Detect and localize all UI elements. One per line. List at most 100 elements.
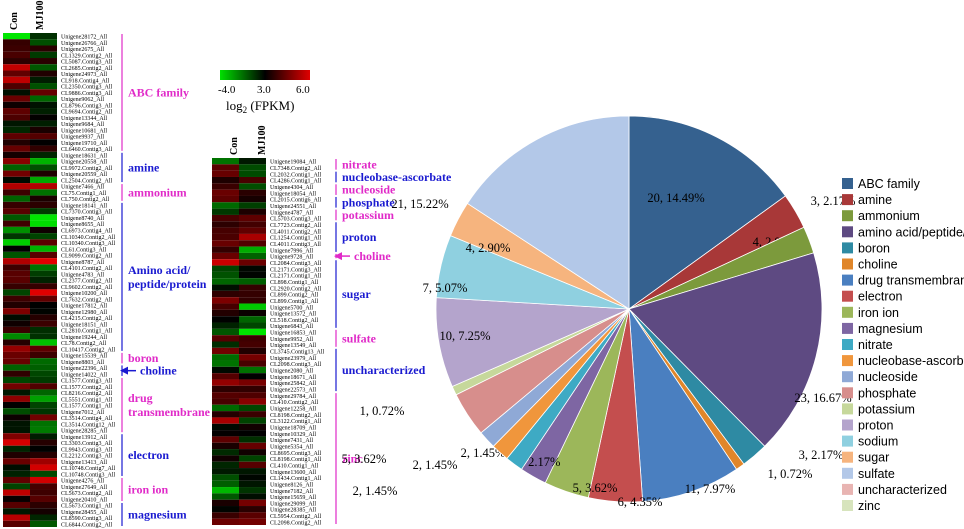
hm-left-cell — [30, 214, 57, 221]
hm-right-gene-label: CL4011.Contig3_All — [270, 242, 321, 248]
hm-left-cell — [30, 70, 57, 77]
hm-left-gene-label: Unigene26766_All — [61, 41, 107, 47]
hm-right-group-label: uncharacterized — [342, 363, 426, 377]
hm-left-cell — [30, 426, 57, 434]
hm-right-gene-label: Unigene4304_All — [270, 185, 313, 191]
legend-item: electron — [858, 290, 903, 304]
hm-left-cell — [3, 433, 30, 440]
legend-swatch — [842, 274, 853, 286]
hm-right-group-label: nucleobase-ascorbate — [342, 170, 452, 184]
pie-data-label: 23, 16.67% — [794, 391, 851, 405]
hm-left-cell — [30, 514, 57, 521]
hm-left-cell — [3, 520, 30, 527]
hm-left-gene-label: CL9694.Contig2_All — [61, 110, 113, 116]
hm-right-cell — [239, 170, 266, 177]
hm-right-gene-label: CL2098.Contig3_All — [270, 362, 322, 368]
hm-right-cell — [239, 176, 266, 184]
hm-right-cell — [212, 379, 239, 386]
hm-left-cell — [3, 201, 30, 209]
hm-left-cell — [30, 139, 57, 146]
hm-right-cell — [239, 189, 266, 196]
hm-right-cell — [239, 385, 266, 393]
hm-left-cell — [3, 351, 30, 359]
hm-left-gene-label: Unigene15539_All — [61, 354, 107, 360]
hm-left-cell — [3, 451, 30, 459]
hm-left-cell — [3, 289, 30, 296]
hm-left-cell — [30, 270, 57, 277]
hm-left-cell — [3, 195, 30, 202]
hm-right-gene-label: Unigene29784_All — [270, 394, 316, 400]
hm-left-cell — [30, 351, 57, 359]
hm-left-cell — [30, 164, 57, 171]
legend-item: magnesium — [858, 322, 923, 336]
hm-left-cell — [3, 139, 30, 146]
col-header-con-right: Con — [229, 137, 240, 155]
scale-mid-label: 3.0 — [257, 84, 271, 96]
hm-left-gene-label: CL2504.Contig2_All — [61, 178, 113, 184]
hm-right-cell — [212, 259, 239, 266]
hm-right-cell — [212, 176, 239, 184]
hm-left-cell — [30, 320, 57, 327]
hm-left-gene-label: CL750.Contig2_All — [61, 197, 110, 203]
hm-left-cell — [30, 333, 57, 340]
hm-left-cell — [3, 226, 30, 234]
hm-right-cell — [239, 341, 266, 348]
hm-left-cell — [3, 364, 30, 371]
legend-item: boron — [858, 241, 890, 255]
hm-left-cell — [3, 345, 30, 352]
hm-left-cell — [30, 239, 57, 246]
hm-left-cell — [3, 233, 30, 240]
hm-left-gene-label: Unigene18631_All — [61, 153, 107, 159]
hm-left-cell — [30, 283, 57, 290]
hm-left-choline-arrow-icon — [120, 366, 128, 375]
hm-right-cell — [239, 430, 266, 437]
hm-left-cell — [30, 208, 57, 215]
hm-right-gene-label: CL1254.Contig1_All — [270, 236, 322, 242]
hm-left-gene-label: CL6460.Contig3_All — [61, 147, 113, 153]
legend-swatch — [842, 178, 853, 189]
heatmap-left: Unigene28172_AllUnigene26766_AllUnigene2… — [3, 33, 211, 528]
hm-right-gene-label: CL410.Contig2_All — [270, 400, 319, 406]
hm-left-cell — [3, 76, 30, 84]
hm-right-cell — [212, 506, 239, 513]
hm-left-cell — [30, 308, 57, 315]
hm-left-gene-label: CL6844.Contig2_All — [61, 522, 113, 528]
hm-left-gene-label: CL8590.Contig3_All — [61, 516, 113, 522]
hm-left-gene-label: CL4101.Contig2_All — [61, 266, 113, 272]
hm-right-gene-label: Unigene25842_All — [270, 381, 316, 387]
hm-left-cell — [3, 470, 30, 477]
pie-slice-drug-transmembrane — [628, 307, 738, 502]
hm-left-gene-label: Unigene19244_All — [61, 335, 107, 341]
hm-left-gene-label: Unigene9937_All — [61, 135, 104, 141]
hm-left-cell — [30, 58, 57, 65]
legend-swatch — [842, 290, 853, 302]
hm-right-group-label: potassium — [342, 208, 394, 222]
hm-left-gene-label: CL1329.Contig2_All — [61, 53, 113, 59]
hm-right-cell — [212, 518, 239, 525]
hm-left-gene-label: CL3514.Contig4_All — [61, 416, 113, 422]
pie-data-label: 2, 1.45% — [353, 484, 398, 498]
hm-left-gene-label: Unigene13344_All — [61, 116, 107, 122]
hm-left-cell — [30, 114, 57, 121]
hm-right-cell — [212, 271, 239, 279]
legend-item: potassium — [858, 402, 915, 416]
hm-right-gene-label: Unigene9728_All — [270, 255, 313, 261]
col-header-mj100-left: MJ100 — [35, 1, 46, 30]
pie-data-label: 11, 7.97% — [685, 482, 736, 496]
pie-slice-abc-family — [628, 115, 786, 310]
hm-right-cell — [239, 290, 266, 298]
hm-left-cell — [3, 164, 30, 171]
hm-right-cell — [239, 183, 266, 190]
hm-right-cell — [212, 335, 239, 342]
hm-right-cell — [239, 202, 266, 209]
hm-right-gene-label: CL2171.Contig3_All — [270, 267, 322, 273]
hm-right-gene-label: CL4011.Contig2_All — [270, 229, 321, 235]
hm-right-cell — [239, 322, 266, 329]
hm-right-gene-label: CL4286.Contig1_All — [270, 179, 322, 185]
hm-left-cell — [3, 383, 30, 390]
legend-swatch — [842, 242, 853, 254]
hm-left-cell — [30, 464, 57, 471]
hm-left-cell — [3, 70, 30, 77]
pie-data-label: 4, 2.90% — [466, 241, 511, 255]
hm-left-cell — [3, 183, 30, 190]
